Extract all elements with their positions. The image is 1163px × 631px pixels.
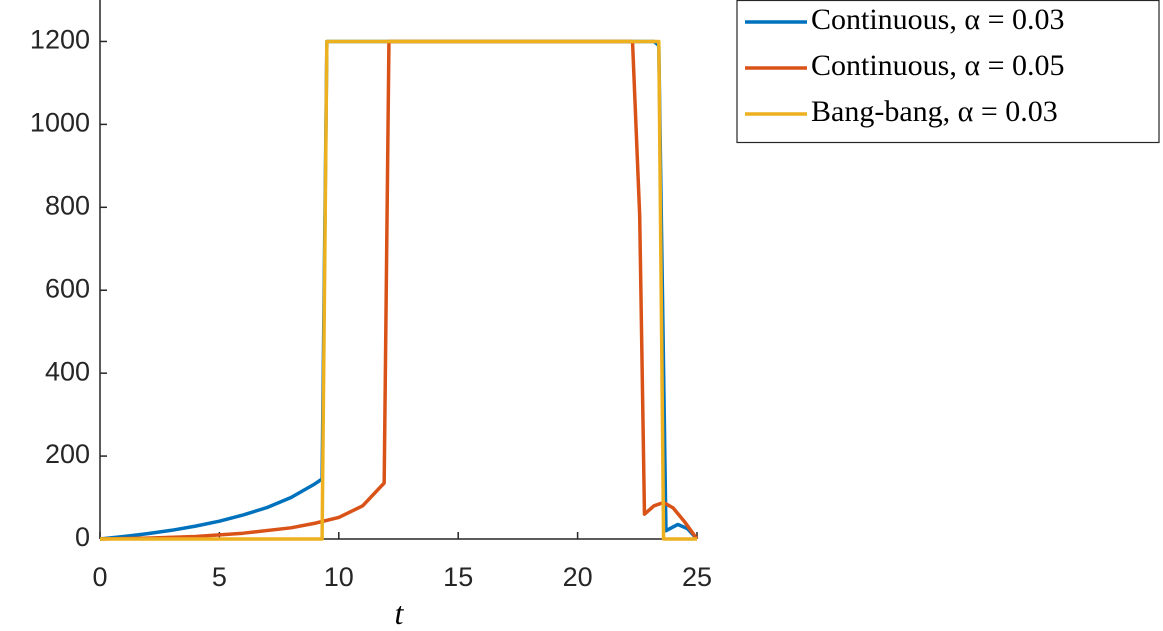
y-tick-label: 400	[45, 356, 90, 386]
x-tick-label: 0	[92, 562, 107, 592]
x-tick-label: 15	[443, 562, 473, 592]
y-tick-label: 1000	[30, 108, 90, 138]
legend-label: Bang-bang, α = 0.03	[811, 95, 1058, 128]
x-tick-label: 20	[563, 562, 593, 592]
x-tick-label: 10	[324, 562, 354, 592]
legend-box	[736, 0, 1160, 144]
x-tick-label: 25	[682, 562, 712, 592]
y-tick-label: 0	[75, 522, 90, 552]
line-series	[100, 39, 697, 541]
y-tick-label: 600	[45, 273, 90, 303]
y-tick-label: 800	[45, 190, 90, 220]
legend-label: Continuous, α = 0.05	[811, 49, 1065, 82]
legend-label: Continuous, α = 0.03	[811, 3, 1065, 36]
x-axis-label: t	[395, 595, 405, 631]
line-series	[99, 39, 699, 541]
line-series	[99, 39, 699, 541]
y-tick-label: 200	[45, 439, 90, 469]
x-tick-label: 5	[212, 562, 227, 592]
y-tick-label: 1200	[30, 25, 90, 55]
